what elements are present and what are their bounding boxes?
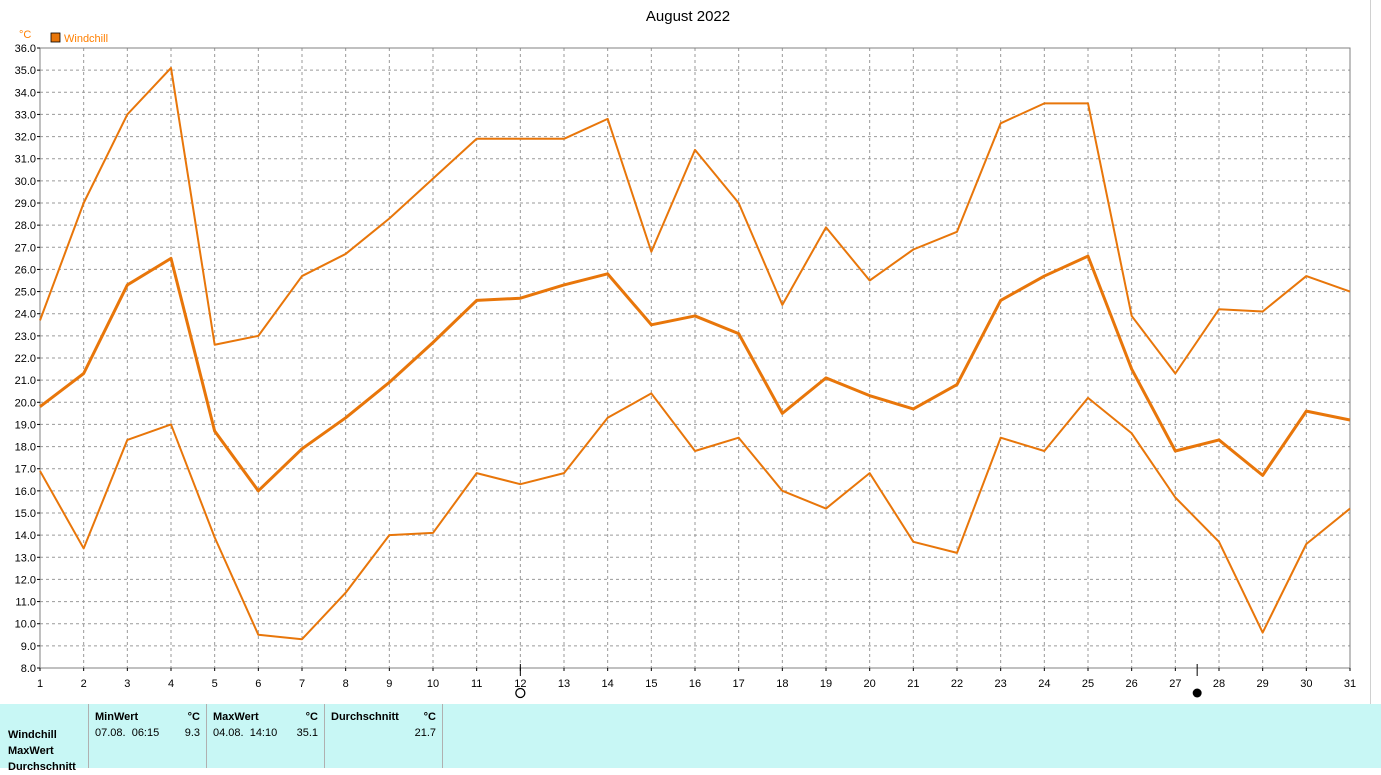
x-tick-label: 27 xyxy=(1169,678,1181,690)
stats-col-min: MinWert °C 07.08. 06:15 9.3 xyxy=(88,704,206,768)
y-axis-unit: °C xyxy=(19,29,31,41)
y-tick-label: 24.0 xyxy=(15,309,36,321)
y-tick-label: 31.0 xyxy=(15,154,36,166)
x-tick-label: 1 xyxy=(37,678,43,690)
stats-date: 04.08. 14:10 xyxy=(213,727,277,739)
y-tick-label: 11.0 xyxy=(15,597,36,609)
x-tick-label: 31 xyxy=(1344,678,1356,690)
x-tick-label: 19 xyxy=(820,678,832,690)
x-tick-label: 9 xyxy=(386,678,392,690)
y-tick-label: 17.0 xyxy=(15,464,36,476)
y-tick-label: 9.0 xyxy=(21,641,36,653)
x-tick-label: 29 xyxy=(1257,678,1269,690)
x-tick-label: 21 xyxy=(907,678,919,690)
chart-title: August 2022 xyxy=(646,8,730,25)
x-tick-label: 13 xyxy=(558,678,570,690)
y-tick-label: 13.0 xyxy=(15,552,36,564)
window-edge xyxy=(1370,0,1381,768)
y-tick-label: 10.0 xyxy=(15,619,36,631)
axis-ticks: 8.09.010.011.012.013.014.015.016.017.018… xyxy=(15,43,1357,690)
y-tick-label: 15.0 xyxy=(15,508,36,520)
x-tick-label: 5 xyxy=(212,678,218,690)
x-tick-label: 3 xyxy=(124,678,130,690)
stats-header: MinWert xyxy=(95,711,138,723)
chart: August 2022 °C Windchill 8.0 9.0 10.0 11.0 1… xyxy=(0,0,1381,704)
y-tick-label: 26.0 xyxy=(15,264,36,276)
stats-date: 07.08. 06:15 xyxy=(95,727,159,739)
x-tick-label: 23 xyxy=(995,678,1007,690)
y-tick-label: 20.0 xyxy=(15,397,36,409)
stats-unit: °C xyxy=(306,711,318,723)
x-tick-label: 24 xyxy=(1038,678,1050,690)
x-tick-label: 16 xyxy=(689,678,701,690)
new-moon-icon xyxy=(516,689,525,698)
y-tick-label: 29.0 xyxy=(15,198,36,210)
y-tick-label: 16.0 xyxy=(15,486,36,498)
x-tick-label: 10 xyxy=(427,678,439,690)
x-tick-label: 11 xyxy=(471,678,482,690)
y-tick-label: 33.0 xyxy=(15,109,36,121)
x-tick-label: 15 xyxy=(645,678,657,690)
stats-row-label: MaxWert xyxy=(8,743,76,759)
moon-phases xyxy=(516,664,1202,698)
stats-unit: °C xyxy=(188,711,200,723)
full-moon-icon xyxy=(1193,689,1202,698)
x-tick-label: 6 xyxy=(255,678,261,690)
y-tick-label: 18.0 xyxy=(15,442,36,454)
y-tick-label: 28.0 xyxy=(15,220,36,232)
stats-value: 21.7 xyxy=(415,727,436,739)
x-tick-label: 28 xyxy=(1213,678,1225,690)
y-tick-label: 14.0 xyxy=(15,530,36,542)
stats-value: 35.1 xyxy=(297,727,318,739)
y-tick-label: 8.0 xyxy=(21,663,36,675)
x-tick-label: 22 xyxy=(951,678,963,690)
y-tick-label: 25.0 xyxy=(15,287,36,299)
y-tick-label: 23.0 xyxy=(15,331,36,343)
legend-swatch xyxy=(51,33,60,42)
stats-header: MaxWert xyxy=(213,711,259,723)
stats-col-avg: Durchschnitt °C 21.7 xyxy=(324,704,443,768)
stats-row-label: Windchill xyxy=(8,727,76,743)
y-tick-label: 32.0 xyxy=(15,132,36,144)
x-tick-label: 7 xyxy=(299,678,305,690)
x-tick-label: 30 xyxy=(1300,678,1312,690)
y-tick-label: 22.0 xyxy=(15,353,36,365)
x-tick-label: 18 xyxy=(776,678,788,690)
stats-col-max: MaxWert °C 04.08. 14:10 35.1 xyxy=(206,704,324,768)
stats-value: 9.3 xyxy=(185,727,200,739)
x-tick-label: 4 xyxy=(168,678,174,690)
y-tick-label: 34.0 xyxy=(15,87,36,99)
x-tick-label: 26 xyxy=(1126,678,1138,690)
stats-header: Durchschnitt xyxy=(331,711,399,723)
x-tick-label: 17 xyxy=(733,678,745,690)
x-tick-label: 14 xyxy=(602,678,614,690)
y-tick-label: 35.0 xyxy=(15,65,36,77)
y-tick-label: 21.0 xyxy=(15,375,36,387)
y-tick-label: 27.0 xyxy=(15,242,36,254)
x-tick-label: 2 xyxy=(81,678,87,690)
x-tick-label: 20 xyxy=(864,678,876,690)
y-tick-label: 19.0 xyxy=(15,419,36,431)
legend-label: Windchill xyxy=(64,33,108,45)
x-tick-label: 8 xyxy=(343,678,349,690)
statistics-panel: Windchill MaxWert Durchschnitt MinWert °… xyxy=(0,704,1381,768)
y-tick-label: 12.0 xyxy=(15,574,36,586)
x-tick-label: 25 xyxy=(1082,678,1094,690)
stats-row-label: Durchschnitt xyxy=(8,759,76,775)
y-tick-label: 30.0 xyxy=(15,176,36,188)
stats-unit: °C xyxy=(424,711,436,723)
y-tick-label: 36.0 xyxy=(15,43,36,55)
grid xyxy=(40,48,1350,668)
series-line-max xyxy=(40,68,1350,374)
